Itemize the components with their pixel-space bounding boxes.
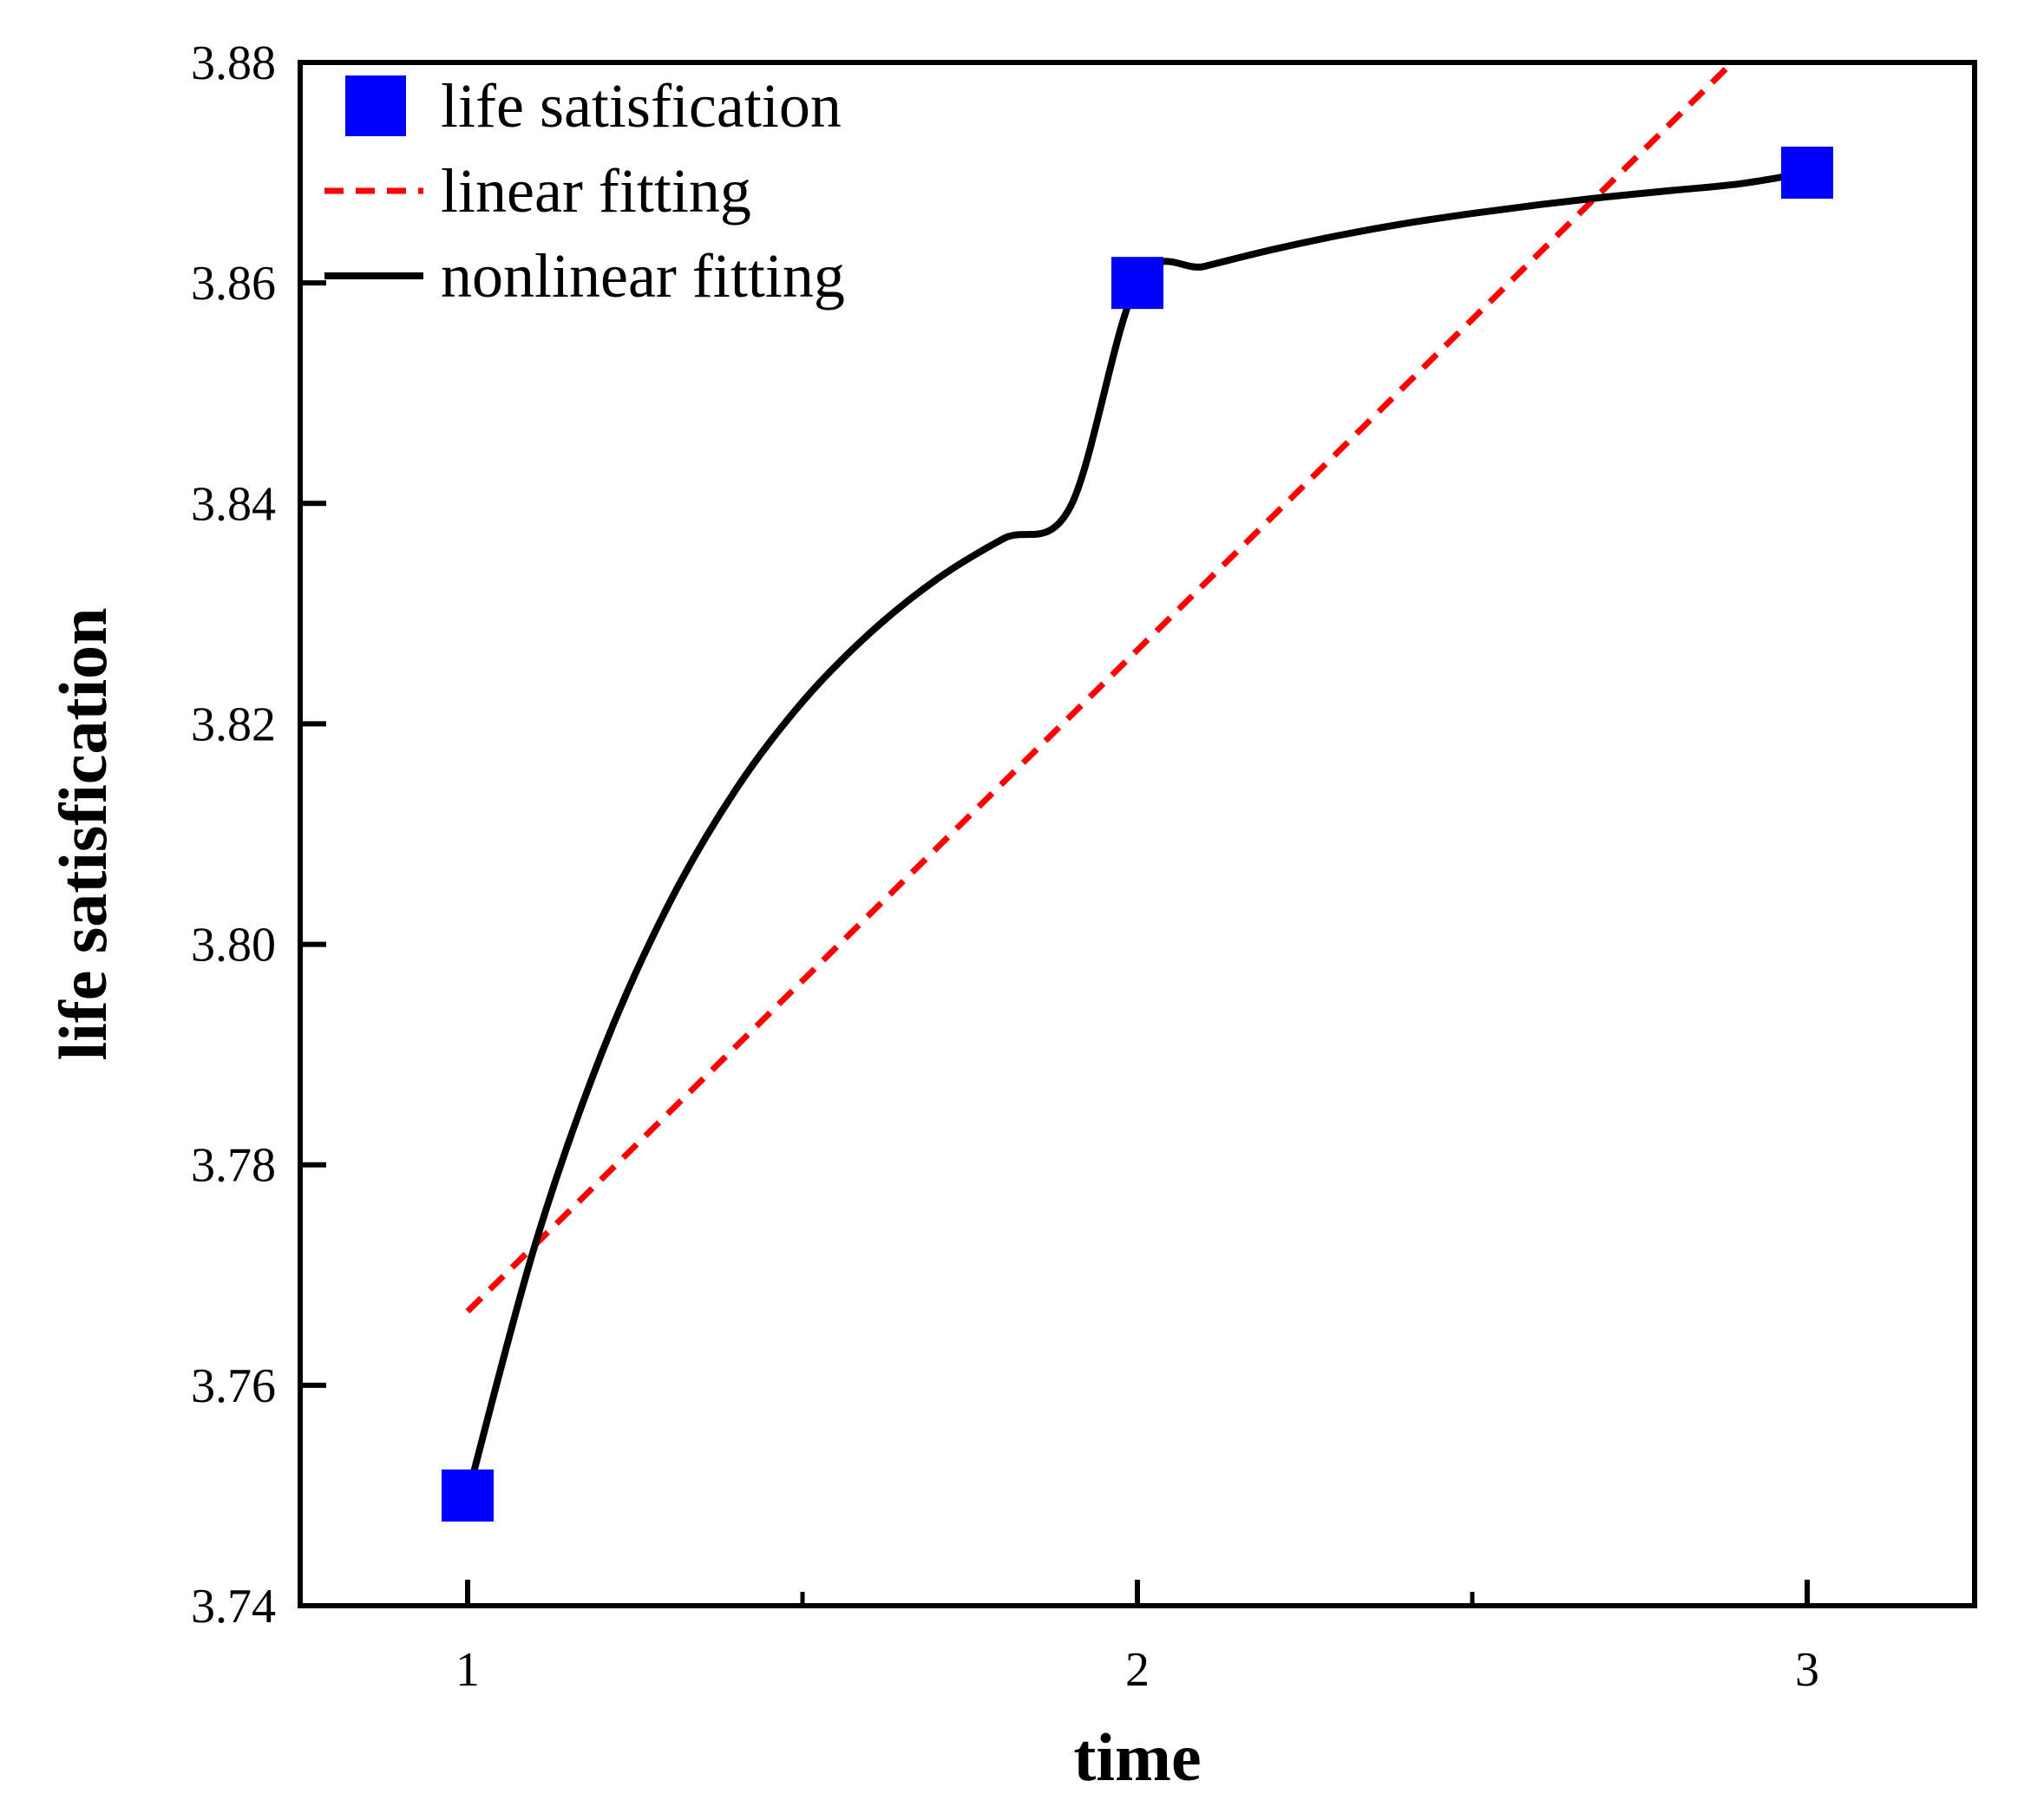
x-tick-label: 3 (1795, 1643, 1819, 1697)
life-satisfication-point (1781, 147, 1833, 200)
y-tick-label: 3.78 (191, 1139, 276, 1193)
legend-label-life-satisfication: life satisfication (441, 71, 842, 141)
y-tick-label: 3.88 (191, 36, 276, 90)
plot-content (442, 62, 1833, 1522)
y-tick-label: 3.80 (191, 919, 276, 972)
y-tick-label: 3.74 (191, 1580, 276, 1633)
nonlinear-fitting-line (464, 169, 1808, 1496)
y-tick-label: 3.86 (191, 257, 276, 311)
legend-label-nonlinear-fitting: nonlinear fitting (441, 241, 845, 311)
x-axis-title: time (1073, 1719, 1201, 1795)
linear-fitting-line (465, 62, 1737, 1314)
legend-label-linear-fitting: linear fitting (441, 156, 751, 226)
x-tick-label: 1 (455, 1643, 480, 1697)
legend: life satisfication linear fitting nonlinea… (324, 71, 845, 311)
x-tick-label: 2 (1125, 1643, 1150, 1697)
life-satisfication-point (442, 1469, 494, 1522)
legend-marker-life-satisfication (345, 75, 406, 136)
y-tick-label: 3.84 (191, 477, 276, 531)
axes: 3.74 3.76 3.78 3.80 3.82 3.84 3.86 3.88 1 2 3 (191, 36, 1819, 1697)
y-tick-label: 3.76 (191, 1359, 276, 1413)
y-axis-title: life satisfication (45, 607, 121, 1060)
y-tick-label: 3.82 (191, 697, 276, 751)
life-satisfication-point (1111, 257, 1163, 310)
